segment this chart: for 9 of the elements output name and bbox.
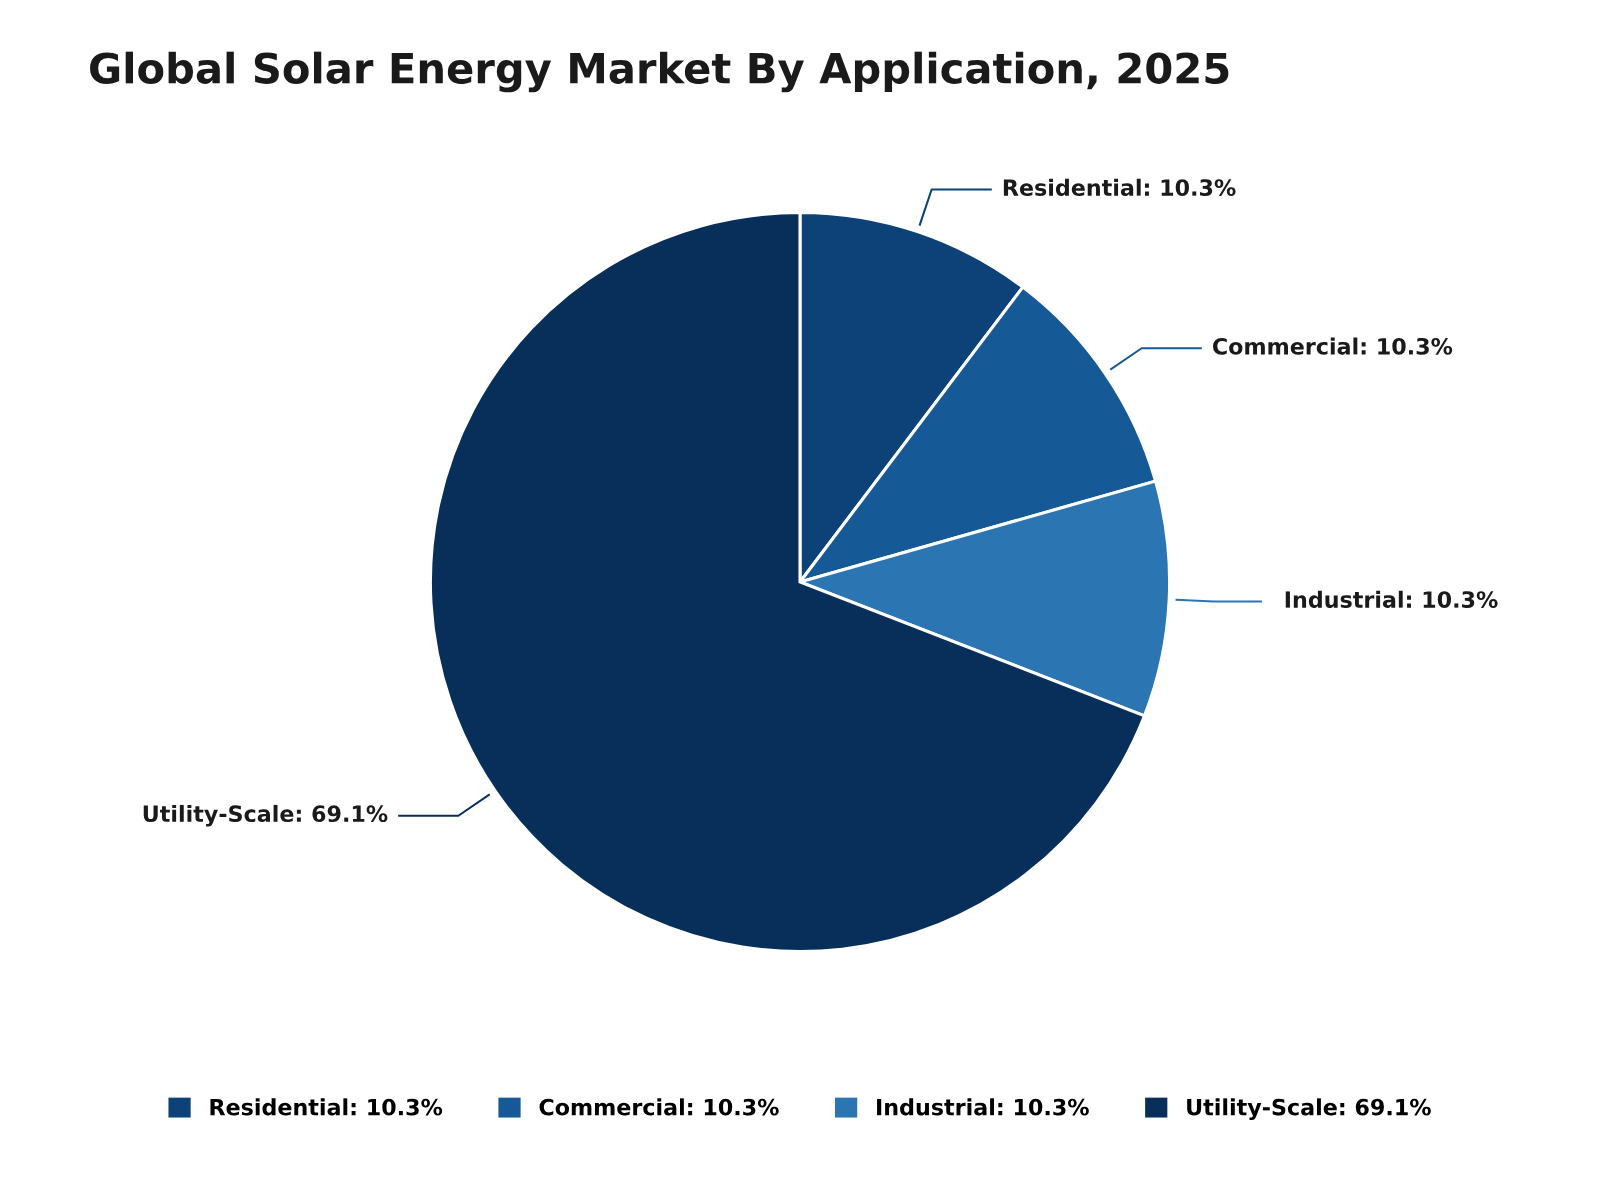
slice-label: Residential: 10.3% (1003, 178, 1236, 196)
slice-label: Industrial: 10.3% (1285, 590, 1498, 608)
slice-label: Commercial: 10.3% (1212, 337, 1453, 355)
chart-title: Global Solar Energy Market By Application, 2025 (90, 51, 1229, 93)
legend-label: Commercial: 10.3% (539, 1098, 779, 1116)
legend-label: Residential: 10.3% (210, 1098, 443, 1116)
legend-label: Industrial: 10.3% (877, 1098, 1089, 1116)
slice-label: Utility-Scale: 69.1% (143, 804, 388, 827)
legend-label: Utility-Scale: 69.1% (1187, 1098, 1431, 1120)
